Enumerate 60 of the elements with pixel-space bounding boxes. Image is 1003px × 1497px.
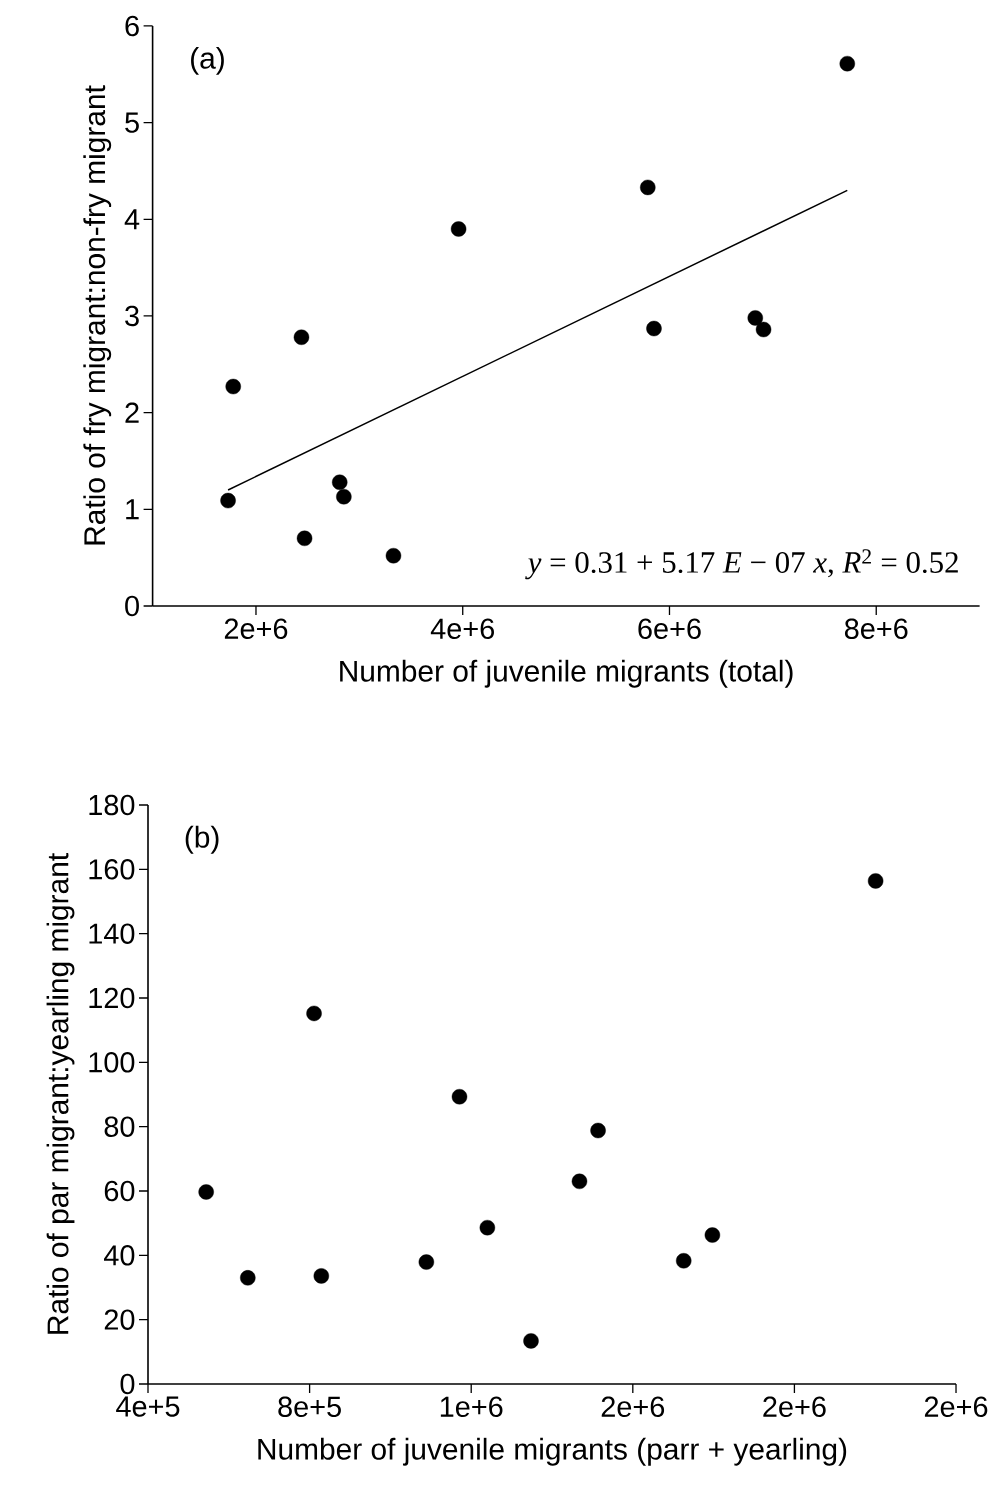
y-tick-label: 100 — [89, 1052, 135, 1073]
point — [336, 489, 352, 505]
point — [451, 1089, 468, 1105]
point — [293, 329, 310, 345]
y-axis-title: Ratio of fry migrant:non-fry migrant — [83, 85, 112, 545]
x-tick-label: 4e+6 — [430, 618, 494, 639]
annotation: (a) — [191, 46, 224, 75]
x-tick-label: 2e+6 — [601, 1396, 665, 1417]
x-tick-label: 6e+6 — [638, 618, 701, 639]
y-tick-label: 6 — [125, 15, 139, 37]
point — [755, 321, 772, 338]
point — [296, 530, 313, 547]
annotation: (b) — [185, 825, 219, 854]
y-tick-label: 40 — [104, 1245, 135, 1266]
y-tick-label: 1 — [126, 499, 139, 520]
point — [839, 55, 855, 72]
point — [646, 320, 662, 337]
x-axis-title: Number of juvenile migrants (parr + yearling) — [258, 1437, 847, 1466]
y-tick-label: 60 — [104, 1180, 135, 1202]
point — [225, 378, 241, 395]
point — [704, 1227, 721, 1243]
y-tick-label: 4 — [124, 209, 140, 230]
y-tick-label: 180 — [89, 794, 135, 816]
y-tick-label: 140 — [89, 923, 135, 944]
y-tick-label: 0 — [125, 595, 139, 617]
y-tick-label: 2 — [125, 402, 139, 423]
point — [198, 1184, 214, 1200]
y-tick-label: 0 — [120, 1373, 135, 1395]
y-tick-label: 5 — [125, 112, 139, 133]
point — [450, 221, 467, 237]
x-tick-label: 2e+6 — [224, 618, 288, 639]
x-axis-title: Number of juvenile migrants (total) — [340, 659, 793, 688]
y-axis-title: Ratio of par migrant:yearling migrant — [46, 853, 75, 1334]
point — [332, 474, 348, 490]
point — [220, 492, 236, 509]
point — [418, 1254, 435, 1270]
point — [640, 179, 656, 196]
x-tick-label: 8e+6 — [844, 618, 908, 639]
y-tick-label: 120 — [89, 987, 135, 1009]
point — [571, 1173, 588, 1190]
x-tick-label: 8e+5 — [278, 1396, 341, 1417]
point — [385, 548, 402, 564]
y-tick-label: 160 — [89, 859, 135, 880]
x-tick-label: 2e+6 — [924, 1396, 988, 1417]
x-tick-label: 2e+6 — [763, 1396, 826, 1417]
point — [590, 1122, 606, 1139]
point — [867, 873, 884, 889]
point — [313, 1268, 330, 1284]
point — [240, 1270, 256, 1286]
point — [676, 1253, 692, 1269]
point — [479, 1219, 496, 1236]
x-tick-label: 1e+6 — [440, 1396, 503, 1417]
point — [523, 1333, 539, 1349]
y-tick-label: 20 — [104, 1309, 135, 1330]
y-tick-label: 3 — [125, 305, 139, 327]
point — [306, 1005, 322, 1022]
x-tick-label: 4e+5 — [116, 1396, 180, 1417]
point — [747, 310, 763, 326]
text: y = 0.31 + 5.17 E − 07 x, R$^{2}$ = 0.52 — [525, 549, 958, 580]
y-tick-label: 80 — [104, 1116, 135, 1137]
